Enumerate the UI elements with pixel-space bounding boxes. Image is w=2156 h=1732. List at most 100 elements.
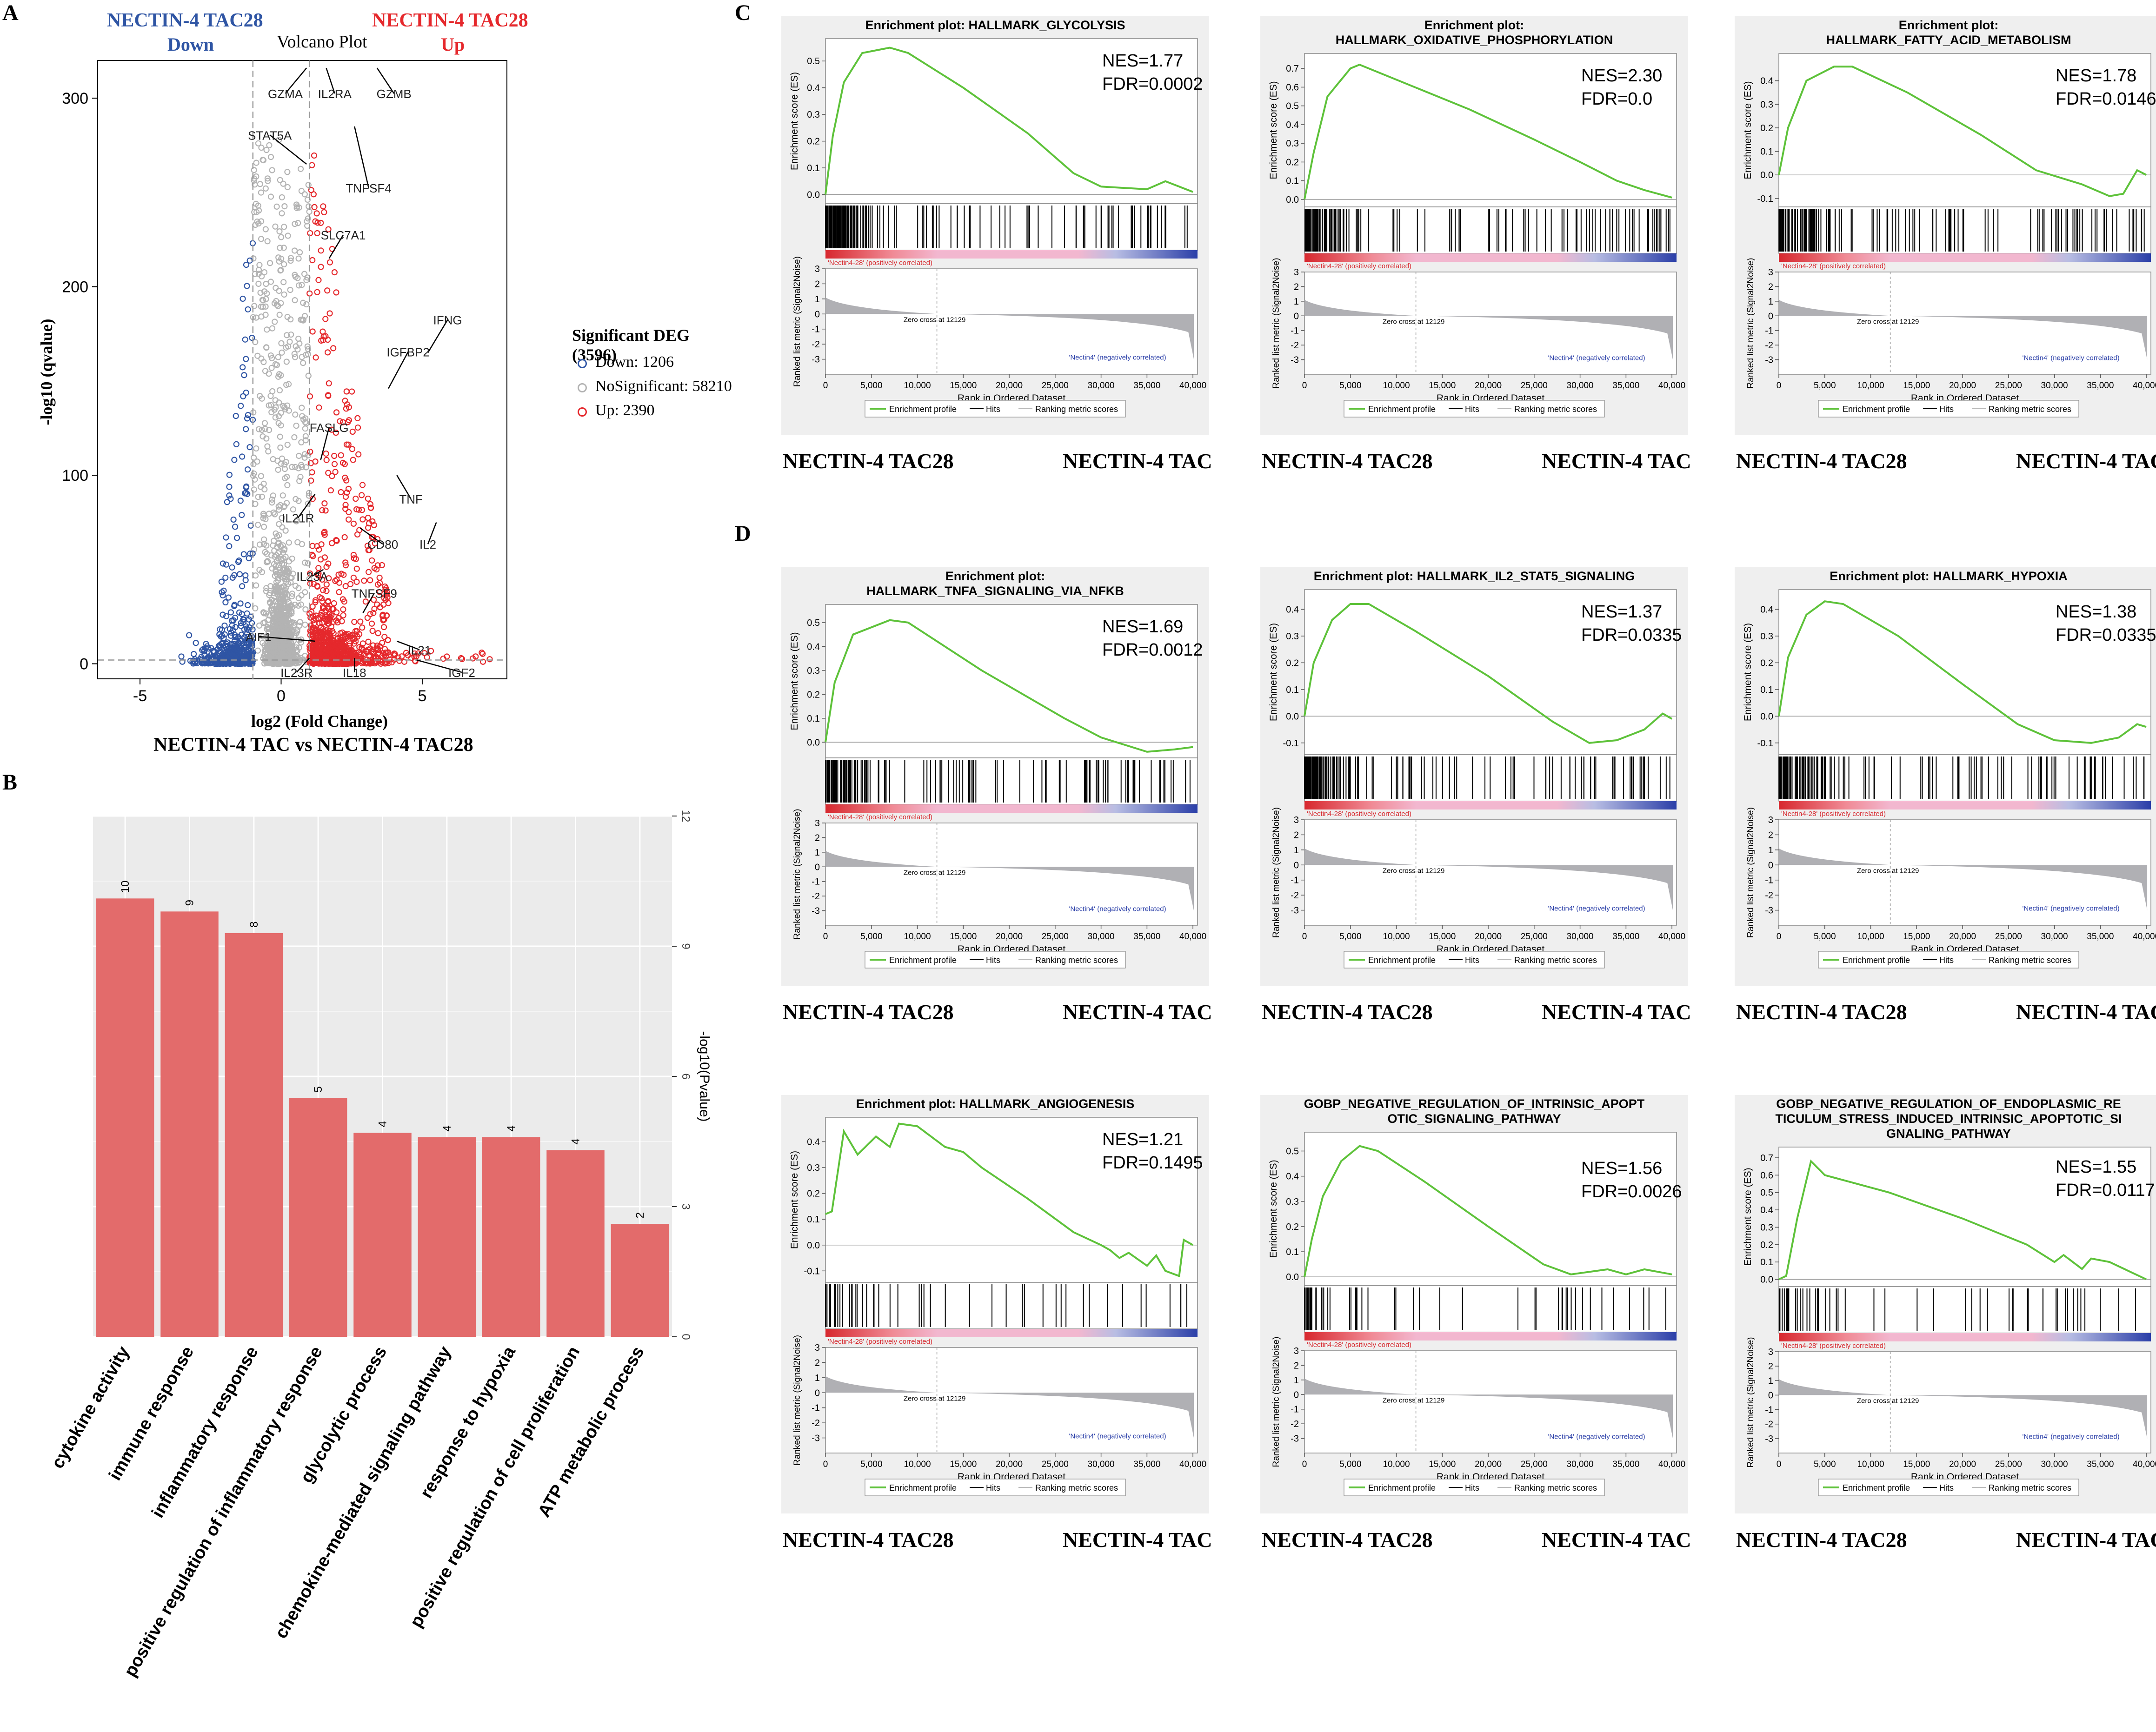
es-ylabel: Enrichment score (ES): [1743, 1168, 1753, 1266]
point-up: [371, 605, 378, 612]
point-nosig: [298, 316, 304, 323]
gsea-plot-6: Enrichment plot: HALLMARK_HYPOXIA -0.1 0.0…: [1735, 567, 2156, 986]
hits-panel: [1778, 206, 2151, 254]
point-up: [320, 604, 327, 611]
gsea-svg: Enrichment plot: HALLMARK_HYPOXIA -0.1 0.0…: [1735, 567, 2156, 986]
bar-value-label: 8: [248, 922, 260, 928]
point-up: [338, 489, 344, 496]
fdr-value: FDR=0.1495: [1102, 1153, 1203, 1173]
es-tick-label: 0.1: [1286, 685, 1299, 695]
point-nosig: [269, 496, 275, 503]
group-label-right: NECTIN-4 TAC: [2016, 1000, 2156, 1024]
volcano-gene-labels: GZMA IL2RA GZMB STAT5A TNFSF4 SLC7A1 IFNG IGFBP…: [246, 67, 475, 680]
point-up: [383, 612, 390, 619]
point-up: [331, 461, 338, 467]
point-down: [227, 632, 234, 639]
metric-ylabel: Ranked list metric (Signal2Noise): [1271, 807, 1281, 938]
x-tick-label: 15,000: [950, 381, 977, 391]
point-nosig: [267, 193, 274, 200]
point-down: [243, 484, 249, 491]
legend-item-up: Up: 2390: [577, 402, 856, 422]
es-tick-label: 0.6: [1286, 82, 1299, 93]
x-tick-label: 0: [277, 687, 286, 705]
metric-tick-label: -2: [1765, 890, 1773, 901]
x-tick-label: 15,000: [950, 932, 977, 942]
gsea-svg: Enrichment plot:HALLMARK_FATTY_ACID_META…: [1735, 16, 2156, 435]
point-up: [318, 264, 324, 270]
point-down: [241, 372, 247, 378]
point-up: [362, 598, 369, 605]
point-up: [311, 204, 318, 211]
metric-ylabel: Ranked list metric (Signal2Noise): [1271, 1337, 1281, 1467]
es-tick-label: 0.5: [1760, 1188, 1773, 1198]
point-down: [241, 490, 248, 497]
point-nosig: [252, 476, 258, 483]
x-tick-label: 15,000: [1429, 1460, 1456, 1469]
legend-metric-label: Ranking metric scores: [1035, 1483, 1118, 1493]
point-nosig: [271, 538, 277, 544]
point-down: [201, 647, 208, 654]
legend-metric-label: Ranking metric scores: [1035, 405, 1118, 414]
metric-positive-area: [1779, 848, 1890, 865]
es-ylabel: Enrichment score (ES): [1743, 81, 1753, 179]
group-label-right: NECTIN-4 TAC: [1542, 449, 1691, 473]
es-tick-label: -0.1: [804, 1266, 820, 1276]
point-up: [381, 634, 388, 640]
point-nosig: [265, 636, 272, 642]
point-nosig: [294, 275, 301, 281]
es-tick-label: 0.0: [1286, 711, 1299, 722]
ranking-color-bar: [825, 250, 1198, 259]
x-tick-label: 35,000: [2087, 932, 2114, 942]
point-nosig: [251, 454, 257, 461]
point-nosig: [282, 591, 289, 597]
point-down: [233, 412, 239, 419]
point-nosig: [283, 358, 290, 365]
point-down: [223, 561, 230, 568]
point-up: [370, 534, 377, 540]
fdr-value: FDR=0.0335: [2056, 625, 2156, 645]
point-up: [322, 316, 329, 322]
point-up: [318, 541, 325, 548]
bar-2: [225, 933, 283, 1337]
point-up: [328, 426, 335, 433]
point-up: [338, 643, 345, 650]
point-nosig: [282, 527, 289, 534]
point-down: [226, 626, 233, 632]
legend-hits-label: Hits: [1465, 956, 1479, 965]
bar-value-label: 4: [377, 1121, 389, 1127]
point-up: [318, 247, 324, 254]
point-nosig: [265, 178, 271, 184]
group-label-left: NECTIN-4 TAC28: [1262, 449, 1433, 473]
x-tick-label: 10,000: [1857, 932, 1884, 942]
point-nosig: [299, 405, 305, 411]
point-nosig: [260, 358, 267, 365]
es-tick-label: 0.1: [807, 1214, 820, 1225]
x-tick-label: 20,000: [1475, 932, 1502, 942]
hits-panel: [825, 203, 1198, 251]
point-nosig: [277, 543, 284, 549]
x-tick-label: 15,000: [1429, 932, 1456, 942]
group-label-right: NECTIN-4 TAC: [2016, 449, 2156, 473]
es-tick-label: -0.1: [1757, 738, 1773, 749]
metric-tick-label: 0: [815, 862, 820, 872]
point-nosig: [296, 452, 302, 459]
point-up: [380, 624, 387, 630]
point-nosig: [301, 271, 308, 277]
point-nosig: [281, 565, 287, 571]
point-nosig: [254, 458, 260, 465]
volcano-points: [178, 137, 493, 667]
point-up: [359, 646, 365, 652]
gene-label-gzmb: GZMB: [377, 87, 412, 101]
point-up: [320, 530, 327, 536]
point-up: [319, 507, 326, 513]
metric-tick-label: 3: [1294, 267, 1299, 278]
point-nosig: [284, 441, 291, 448]
point-down: [233, 535, 240, 541]
point-up: [321, 500, 328, 507]
pos-correlated-text: 'Nectin4-28' (positively correlated): [1307, 810, 1411, 818]
x-tick-label: 20,000: [996, 381, 1023, 391]
point-nosig: [281, 465, 288, 472]
legend-profile-label: Enrichment profile: [1368, 956, 1436, 965]
fdr-value: FDR=0.0012: [1102, 640, 1203, 660]
point-nosig: [255, 266, 262, 273]
